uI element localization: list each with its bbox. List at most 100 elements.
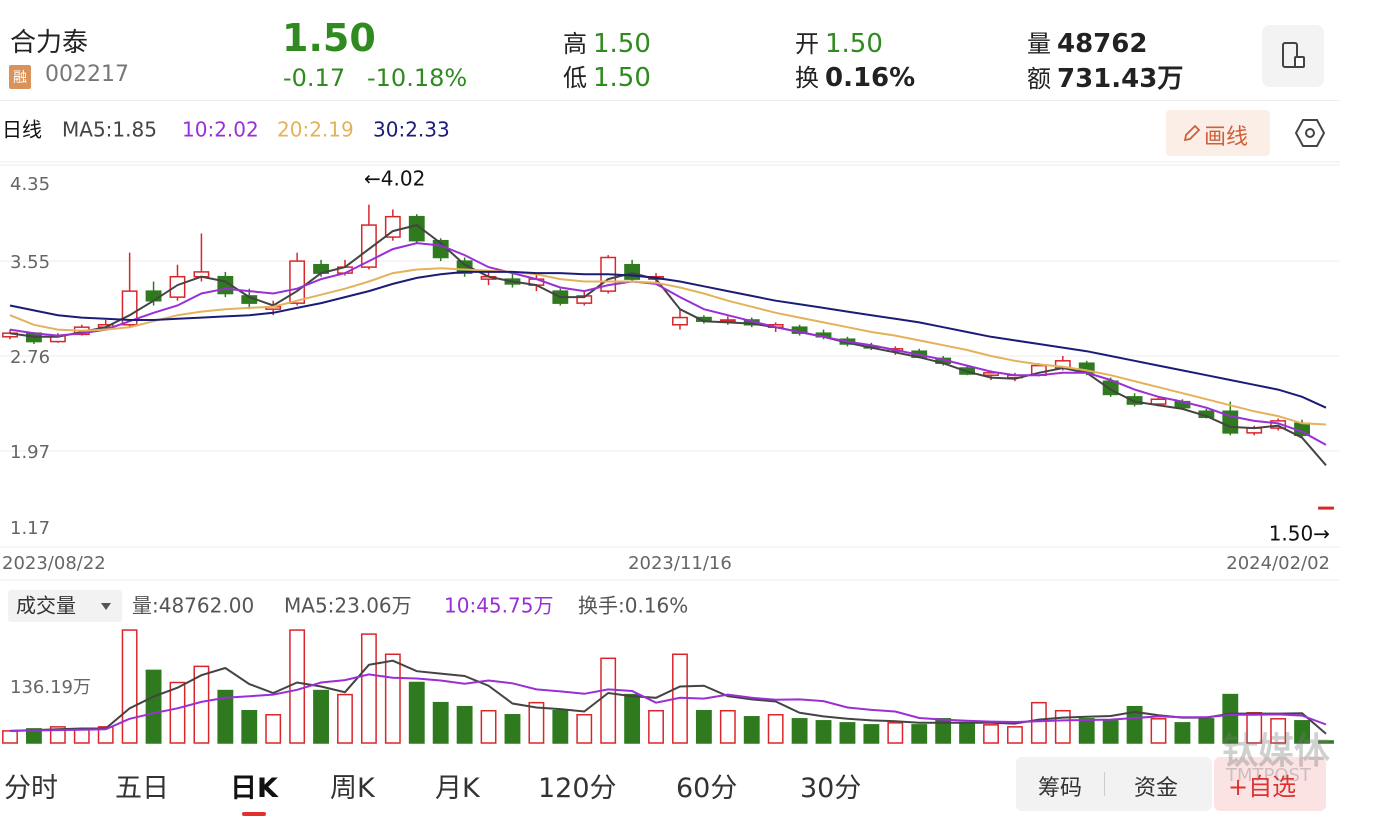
y-tick-label: 1.97 — [10, 442, 50, 463]
change-pct: -10.18% — [367, 64, 468, 92]
volume-bar — [719, 709, 736, 744]
volume-bar — [456, 705, 473, 744]
stat-label: 开 — [795, 30, 819, 58]
ma-line — [9, 673, 1327, 732]
ma-line — [9, 224, 1327, 466]
volume-bar — [265, 714, 282, 744]
x-tick-label: 2023/08/22 — [2, 553, 106, 574]
volume-legend: 换手:0.16% — [578, 594, 688, 618]
volume-bar — [911, 724, 928, 744]
tab[interactable]: 分时 — [4, 773, 58, 804]
volume-bar — [791, 718, 808, 744]
dropdown-arrow — [101, 603, 111, 610]
volume-bar — [887, 722, 904, 744]
candle-body — [983, 372, 999, 376]
volume-bar — [97, 726, 114, 744]
chip-button[interactable]: 筹码 — [1038, 776, 1083, 801]
margin-badge: 融 — [9, 65, 31, 89]
legend-title: 日线 — [2, 118, 42, 142]
stat: 低 1.50 — [563, 58, 651, 93]
stat-value: 48762 — [1057, 29, 1148, 59]
stat: 高 1.50 — [563, 24, 651, 59]
candle-body — [289, 260, 306, 304]
volume-bar — [1054, 709, 1071, 744]
volume-bar — [241, 709, 258, 744]
volume-bar — [576, 714, 593, 744]
settings-icon[interactable] — [1293, 116, 1327, 150]
volume-bar — [528, 701, 545, 744]
volume-bar — [815, 720, 832, 744]
volume-bar — [1198, 718, 1215, 744]
volume-bar — [767, 714, 784, 744]
candle-body — [1150, 398, 1167, 405]
draw-label: 画线 — [1204, 125, 1249, 150]
volume-bar — [480, 709, 497, 744]
stock-code: 002217 — [45, 62, 129, 87]
volume-bar — [1270, 718, 1287, 744]
volume-bar — [959, 722, 976, 744]
legend-entry: 10:45.75万 — [444, 594, 553, 618]
volume-bar — [1318, 740, 1334, 744]
candle-body — [1318, 506, 1334, 510]
tab[interactable]: 日K — [230, 773, 278, 804]
tab[interactable]: 60分 — [676, 773, 738, 804]
change: -0.17 — [283, 64, 346, 92]
tab[interactable]: 周K — [330, 773, 375, 804]
orientation-button[interactable] — [1262, 25, 1324, 87]
stock-name: 合力泰 — [10, 28, 89, 58]
tab[interactable]: 五日 — [115, 773, 169, 804]
fund-button[interactable]: 资金 — [1134, 776, 1179, 801]
volume-bar — [289, 629, 306, 744]
candle-body — [360, 224, 377, 268]
volume-bar — [863, 724, 880, 744]
volume-bar — [743, 716, 760, 744]
volume-bar — [695, 709, 712, 744]
tab[interactable]: 120分 — [538, 773, 617, 804]
tab[interactable]: 30分 — [800, 773, 862, 804]
y-tick-label: 4.35 — [10, 174, 50, 195]
volume-bar — [73, 728, 90, 744]
watchlist-bg — [1214, 757, 1326, 811]
volume-bar — [1174, 722, 1191, 744]
y-tick-label: 136.19万 — [10, 677, 91, 698]
stat: 额 731.43万 — [1027, 58, 1183, 95]
watchlist-button[interactable]: +自选 — [1228, 773, 1297, 801]
tab[interactable]: 月K — [435, 773, 480, 804]
volume-bar — [1222, 693, 1239, 744]
stat-value: 731.43万 — [1057, 64, 1184, 94]
volume-bar — [313, 689, 329, 744]
stat-value: 1.50 — [825, 29, 883, 59]
stat: 开 1.50 — [795, 24, 883, 59]
draw-button[interactable]: 画线 — [1166, 110, 1270, 156]
volume-bar — [25, 728, 42, 744]
volume-bar — [169, 681, 186, 744]
volume-selector — [8, 590, 122, 622]
x-tick-label: 2024/02/02 — [1226, 553, 1330, 574]
volume-bar — [432, 701, 449, 744]
chart: ←4.02 1.50→ 4.35 3.55 2.76 1.97 1.17 2023/08/… — [0, 118, 1340, 744]
stat: 换 0.16% — [795, 58, 915, 93]
tool-separator — [1104, 772, 1105, 796]
volume-bar — [1102, 720, 1119, 744]
stat-value: 1.50 — [593, 63, 651, 93]
stat-label: 高 — [563, 30, 587, 58]
volume-bar — [839, 722, 856, 744]
y-tick-label: 1.17 — [10, 518, 50, 539]
candle-body — [408, 215, 425, 242]
y-tick-label: 3.55 — [10, 252, 50, 273]
stat-value: 0.16% — [825, 63, 916, 93]
volume-bar — [624, 693, 641, 744]
icon — [1282, 42, 1305, 68]
stat-value: 1.50 — [593, 29, 651, 59]
volume-bar — [1294, 720, 1311, 744]
candle-body — [672, 316, 688, 326]
ma-line — [9, 270, 1327, 409]
ma-line — [9, 659, 1327, 735]
legend-entry: 30:2.33 — [373, 118, 450, 142]
divider — [0, 100, 1340, 101]
watermark: 钛媒体 — [1222, 731, 1331, 772]
ma-line — [9, 267, 1327, 426]
high-annotation: ←4.02 — [364, 167, 425, 191]
legend-entry: 10:2.02 — [182, 118, 259, 142]
volume-bar — [337, 693, 353, 744]
